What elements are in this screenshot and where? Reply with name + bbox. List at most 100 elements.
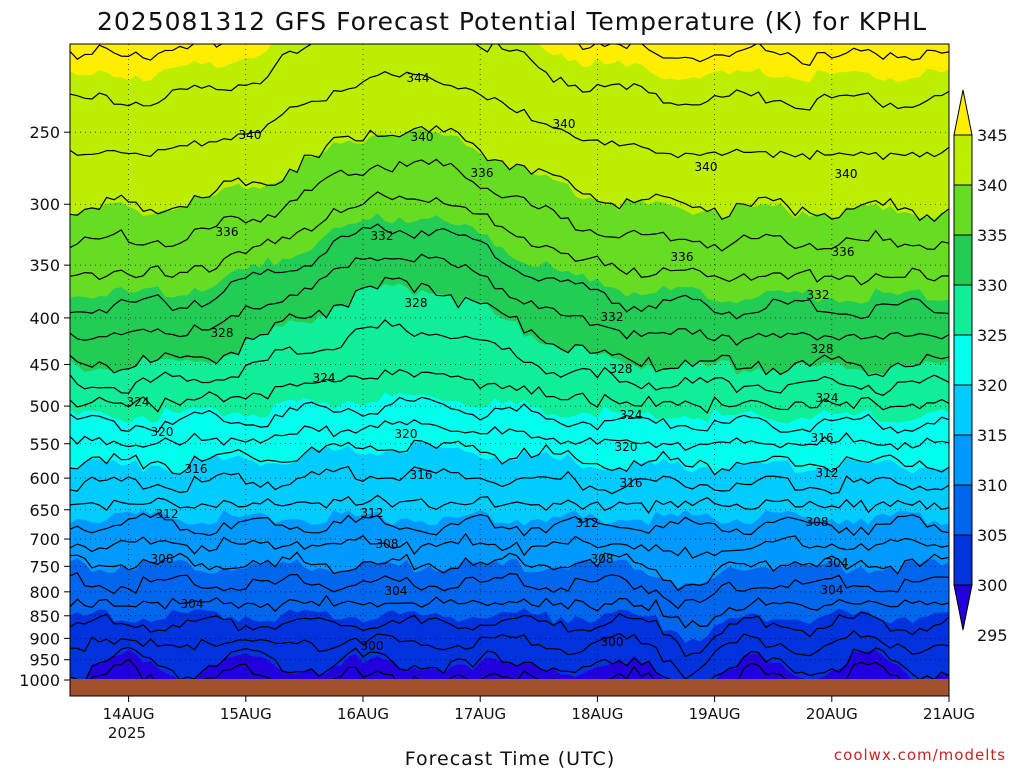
contour-label: 324 [816,391,839,405]
colorbar-segment [953,184,973,236]
contour-label: 320 [151,425,174,439]
contour-label: 340 [411,130,434,144]
contour-line [70,494,949,514]
contour-line [70,223,949,320]
y-tick-label: 600 [29,469,60,488]
contour-label: 336 [471,166,494,180]
contour-label: 328 [610,362,633,376]
contour-line [70,551,949,592]
contour-label: 312 [816,466,839,480]
credit-text: coolwx.com/modelts [834,746,1006,764]
y-tick-label: 950 [29,651,60,670]
contour-line [70,253,949,346]
contour-label: 308 [151,552,174,566]
colorbar-segment [953,384,973,436]
contour-line [70,439,949,476]
contour-label: 300 [601,635,624,649]
x-tick-label: 16AUG [337,705,389,723]
contour-label: 304 [385,584,408,598]
chart-title: 2025081312 GFS Forecast Potential Temper… [97,7,927,36]
contour-label: 316 [185,462,208,476]
contour-label: 304 [181,597,204,611]
y-tick-label: 400 [29,309,60,328]
y-tick-label: 500 [29,397,60,416]
y-tick-label: 650 [29,501,60,520]
colorbar-bottom-arrow [953,584,973,631]
x-tick-label: 21AUG [923,705,975,723]
plot-area: 344 340 340 340 340 340 336 336 336 336 332 332 332 3… [69,43,950,697]
contour-label: 328 [811,342,834,356]
colorbar-tick-label: 335 [977,226,1008,245]
contour-labels: 344 340 340 340 340 340 336 336 336 336 332 332 332 3… [127,71,858,653]
x-tick-label: 18AUG [571,705,623,723]
contour-line [70,419,949,452]
contour-label: 308 [591,552,614,566]
ground-strip [70,679,949,696]
y-tick-label: 300 [29,195,60,214]
contour-line [70,319,949,396]
y-tick-label: 850 [29,607,60,626]
colorbar-segment [953,484,973,536]
contour-label: 336 [832,245,855,259]
contour-label: 340 [835,167,858,181]
grid-lines [70,44,949,681]
contour-label: 332 [807,288,830,302]
contour-line [70,158,949,252]
contour-label: 340 [553,117,576,131]
band-below-305 [70,608,949,680]
contour-line [70,646,949,680]
contour-lines [70,44,949,680]
contour-label: 304 [821,583,844,597]
colorbar-tick-label: 315 [977,426,1008,445]
x-tick-label: 17AUG [454,705,506,723]
colorbar-tick-label: 300 [977,576,1008,595]
contour-label: 328 [211,326,234,340]
contour-label: 324 [127,395,150,409]
contour-label: 328 [405,296,428,310]
contour-line [70,532,949,559]
contour-label: 332 [371,229,394,243]
contour-label: 336 [216,225,239,239]
contour-label: 316 [620,476,643,490]
x-tick-label: 15AUG [220,705,272,723]
contour-line [70,191,949,286]
contour-label: 316 [410,468,433,482]
contour-label: 324 [620,408,643,422]
colorbar-segment [953,434,973,486]
y-tick-label: 250 [29,123,60,142]
x-axis-label: Forecast Time (UTC) [405,748,615,768]
contour-line [70,276,949,378]
contour-label: 324 [313,371,336,385]
x-tick-year: 2025 [108,724,146,742]
colorbar-segment [953,334,973,386]
contour-label: 336 [671,250,694,264]
y-tick-label: 750 [29,557,60,576]
contour-line [70,125,949,223]
contour-label: 340 [695,160,718,174]
colorbar-tick-label: 325 [977,326,1008,345]
colorbar-tick-label: 345 [977,126,1008,145]
contour-line [70,44,949,66]
colorbar: 345 340 335 330 325 320 315 310 305 300 295 [953,89,1008,645]
contour-line [70,466,949,495]
contour-line [70,44,949,111]
contour-label: 312 [156,507,179,521]
contour-line [70,630,949,680]
contour-label: 308 [376,537,399,551]
contour-label: 320 [615,440,638,454]
colorbar-segment [953,534,973,586]
y-tick-label: 900 [29,629,60,648]
colorbar-tick-label: 340 [977,176,1008,195]
contour-line [70,594,949,629]
x-tick-label: 20AUG [806,705,858,723]
colorbar-tick-label: 330 [977,276,1008,295]
y-axis: 250 300 350 400 450 500 550 600 650 700 750 800 850 9… [19,123,70,690]
contour-line [90,658,902,680]
colorbar-tick-label: 310 [977,476,1008,495]
contour-line [70,571,949,610]
y-tick-label: 700 [29,530,60,549]
contour-line [70,369,949,414]
contour-label: 304 [826,556,849,570]
contour-label: 308 [806,515,829,529]
